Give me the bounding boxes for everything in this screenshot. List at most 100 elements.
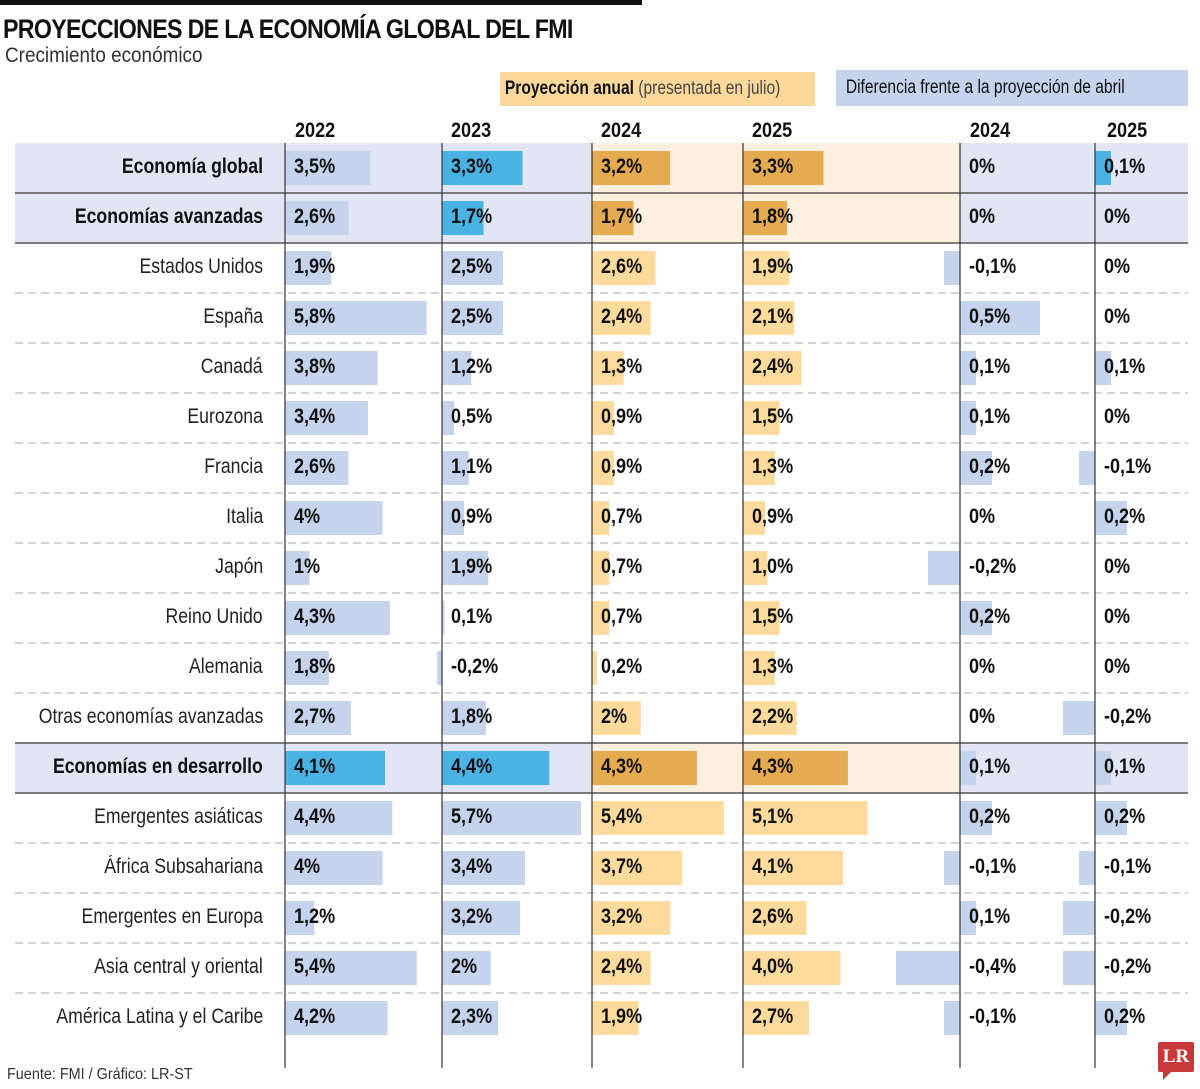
value-label: 0,2%: [601, 655, 643, 678]
row-label: Emergentes asiáticas: [94, 805, 263, 828]
column-header-2022: 2022: [295, 119, 336, 142]
bar-difference-2024: [944, 851, 960, 885]
value-label: 1,2%: [294, 905, 336, 928]
legend-difference-label: Diferencia frente a la proyección de abr…: [845, 77, 1125, 98]
value-label: 0%: [969, 705, 996, 728]
value-label: 2,2%: [752, 705, 794, 728]
value-label: 2,6%: [294, 455, 336, 478]
value-label: 0,2%: [969, 605, 1011, 628]
value-label: 1,9%: [752, 255, 794, 278]
value-label: 4,3%: [601, 755, 643, 778]
bar-value-2022: [285, 751, 386, 785]
row-label: Francia: [204, 455, 263, 478]
bar-difference-2024: [944, 251, 960, 285]
bar-value-2024: [592, 501, 610, 535]
row-label: Asia central y oriental: [94, 955, 263, 978]
value-label: 3,7%: [601, 855, 643, 878]
value-label: 5,4%: [294, 955, 336, 978]
bar-value-2025: [743, 451, 775, 485]
value-label: 0%: [1104, 605, 1131, 628]
bar-difference-2025: [1095, 751, 1111, 785]
bar-difference-2024: [960, 451, 992, 485]
bar-value-2023: [442, 451, 469, 485]
value-label: 0,5%: [969, 305, 1011, 328]
row-label: Reino Unido: [165, 605, 263, 628]
bar-difference-2025: [1095, 351, 1111, 385]
value-label: 3,2%: [451, 905, 493, 928]
value-label: 4,0%: [752, 955, 794, 978]
value-label: 2,6%: [294, 205, 336, 228]
row-label: Alemania: [189, 655, 263, 678]
value-label: 1,9%: [294, 255, 336, 278]
value-label: 5,1%: [752, 805, 794, 828]
value-label: 4,4%: [294, 805, 336, 828]
value-label: 4,4%: [451, 755, 493, 778]
row-label: Japón: [214, 555, 263, 578]
column-header-2025-difference: 2025: [1107, 119, 1148, 142]
lr-logo: LR: [1158, 1042, 1194, 1080]
value-label: 2,7%: [752, 1005, 794, 1028]
bar-value-2023: [437, 651, 442, 685]
bar-value-2024: [592, 901, 671, 935]
value-label: 1,9%: [601, 1005, 643, 1028]
bar-difference-2024: [896, 951, 960, 985]
bar-value-2023: [442, 851, 525, 885]
row-label: Economía global: [121, 155, 263, 178]
bar-value-2025: [743, 351, 802, 385]
bar-value-2023: [442, 401, 455, 435]
value-label: 1,8%: [752, 205, 794, 228]
row-label: Canadá: [201, 355, 263, 378]
value-label: 3,5%: [294, 155, 336, 178]
value-label: -0,2%: [1104, 955, 1152, 978]
row-label: España: [203, 305, 263, 328]
bar-value-2025: [743, 651, 775, 685]
value-label: 0%: [1104, 555, 1131, 578]
bar-value-2023: [442, 901, 521, 935]
bar-difference-2025: [1063, 701, 1095, 735]
bar-value-2022: [285, 851, 383, 885]
bar-value-2025: [743, 151, 824, 185]
bar-difference-2025: [1095, 501, 1127, 535]
bar-value-2023: [442, 501, 464, 535]
bar-value-2023: [442, 151, 523, 185]
value-label: 2,5%: [451, 305, 493, 328]
bar-value-2022: [285, 351, 378, 385]
bar-difference-2025: [1095, 801, 1127, 835]
value-label: 2,4%: [752, 355, 794, 378]
value-label: 0%: [1104, 405, 1131, 428]
column-header-2024-projection: 2024: [601, 119, 642, 142]
bar-difference-2024: [944, 1001, 960, 1035]
value-label: -0,2%: [969, 555, 1017, 578]
bar-value-2024: [592, 351, 624, 385]
value-label: 2,4%: [601, 305, 643, 328]
value-label: 0%: [1104, 655, 1131, 678]
value-label: 0%: [1104, 255, 1131, 278]
value-label: 3,8%: [294, 355, 336, 378]
legend-projection-bold: Proyección anual: [504, 78, 634, 99]
bar-difference-2024: [960, 801, 992, 835]
bar-value-2023: [442, 751, 550, 785]
value-label: 0,1%: [969, 405, 1011, 428]
value-label: 1,7%: [601, 205, 643, 228]
value-label: 0%: [969, 505, 996, 528]
bar-value-2022: [285, 1001, 388, 1035]
value-label: 4,1%: [294, 755, 336, 778]
value-label: 3,4%: [294, 405, 336, 428]
bar-difference-2024: [960, 401, 976, 435]
bar-difference-2025: [1095, 151, 1111, 185]
value-label: 4,1%: [752, 855, 794, 878]
bar-value-2023: [442, 601, 445, 635]
value-label: 0,9%: [451, 505, 493, 528]
bar-value-2022: [285, 501, 383, 535]
value-label: 1,9%: [451, 555, 493, 578]
bar-value-2024: [592, 251, 656, 285]
bar-difference-2024: [960, 751, 976, 785]
value-label: 0,1%: [969, 755, 1011, 778]
value-label: 1,3%: [752, 455, 794, 478]
value-label: 1,7%: [451, 205, 493, 228]
bar-value-2022: [285, 451, 349, 485]
bar-value-2022: [285, 701, 351, 735]
value-label: 1,3%: [752, 655, 794, 678]
value-label: 0,1%: [1104, 755, 1146, 778]
